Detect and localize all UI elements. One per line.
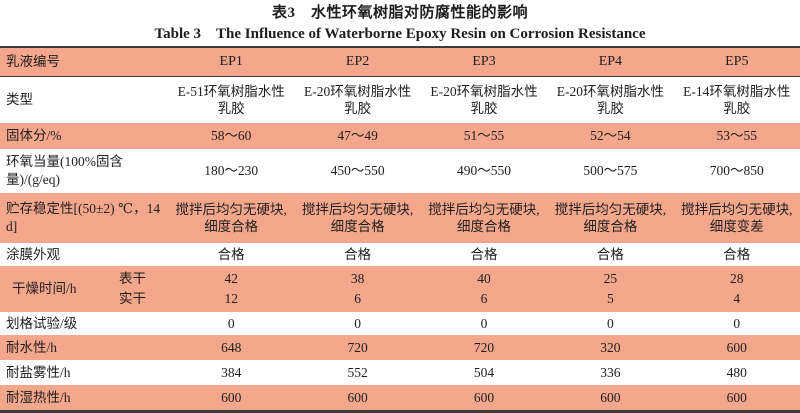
table-cell: 180～230 (204, 163, 259, 179)
table-cell: 合格 (344, 246, 372, 262)
table-row: 耐湿热性/h 600 600 600 600 600 (0, 385, 800, 410)
table-cell: 0 (480, 315, 488, 331)
table-cell-value: 42 (224, 271, 238, 286)
table-cell: 480 (726, 364, 747, 380)
row-label: 涂膜外观 (6, 246, 60, 262)
table-cell: 42 12 (168, 268, 294, 310)
table-cell: 384 (221, 364, 242, 380)
table-cell: E-20环氧树脂水性乳胶 (430, 83, 538, 116)
table-title-zh: 表3 水性环氧树脂对防腐性能的影响 (271, 5, 528, 21)
table-cell: E-14环氧树脂水性乳胶 (683, 83, 791, 116)
table-cell: 600 (221, 389, 242, 405)
table-row: 耐水性/h 648 720 720 320 600 (0, 335, 800, 360)
table-cell: 600 (473, 389, 495, 405)
column-header-ep4: EP4 (598, 54, 623, 70)
table-cell: 336 (600, 364, 621, 380)
table-cell: E-20环氧树脂水性乳胶 (556, 83, 665, 116)
row-label: 环氧当量(100%固含量)/(g/eq) (6, 154, 123, 187)
table-cell: 0 (607, 315, 614, 331)
column-header-ep5: EP5 (725, 54, 749, 70)
table-cell: 合格 (596, 246, 624, 262)
table-title-en: Table 3 The Influence of Waterborne Epox… (154, 26, 646, 42)
row-label: 耐湿热性/h (6, 389, 71, 405)
table-cell: 0 (354, 315, 361, 331)
sub-row-labels: 表干 实干 (119, 269, 146, 309)
table-cell-value: 6 (480, 291, 488, 306)
table-cell: E-51环氧树脂水性乳胶 (177, 83, 285, 116)
table-cell: 合格 (470, 246, 498, 262)
row-label: 类型 (6, 92, 33, 108)
row-label: 耐水性/h (6, 339, 58, 355)
table-row: 环氧当量(100%固含量)/(g/eq) 180～230 450～550 490～55… (0, 149, 800, 193)
table-cell: 500～575 (583, 163, 638, 179)
table-cell: 720 (347, 339, 368, 355)
row-label-text: 干燥时间/h (12, 281, 77, 297)
column-header-ep1: EP1 (219, 54, 243, 70)
table-cell-value: 12 (224, 291, 238, 306)
sub-row-label: 实干 (119, 291, 146, 306)
table-cell: 搅拌后均匀无硬块,细度变差 (681, 201, 793, 234)
row-label: 耐盐雾性/h (6, 364, 71, 380)
table-cell: 600 (600, 389, 621, 405)
table-cell: 25 5 (547, 268, 673, 310)
table-cell: 合格 (723, 246, 751, 262)
corrosion-resistance-table: 乳液编号 EP1 EP2 EP3 EP4 EP5 类型 E-51环氧树脂水性乳胶 E-20环氧树… (0, 46, 800, 413)
sub-row-label: 表干 (119, 271, 146, 286)
table-cell: 58～60 (210, 128, 252, 144)
table-row: 固体分/% 58～60 47～49 51～55 52～54 53～55 (0, 123, 800, 149)
row-label: 干燥时间/h 表干实干 (0, 268, 168, 310)
column-header-ep2: EP2 (345, 54, 370, 70)
column-header-ep3: EP3 (472, 54, 496, 70)
table-titles: 表3 水性环氧树脂对防腐性能的影响 Table 3 The Influence … (0, 0, 800, 45)
table-cell: 40 6 (421, 268, 547, 310)
table-cell: 720 (473, 339, 495, 355)
table-cell: 320 (600, 339, 621, 355)
table-cell: 600 (726, 389, 747, 405)
table-cell: 490～550 (456, 163, 511, 179)
table-header-row: 乳液编号 EP1 EP2 EP3 EP4 EP5 (0, 48, 800, 77)
table-cell: 28 4 (674, 268, 800, 310)
table-row: 干燥时间/h 表干 实干 42 12 38 6 40 6 25 5 28 4 (0, 266, 800, 312)
table-cell: 38 6 (294, 268, 420, 310)
table-cell: 700～850 (709, 163, 764, 179)
table-cell: 600 (726, 339, 747, 355)
table-cell-value: 6 (354, 291, 361, 306)
table-cell: 648 (221, 339, 242, 355)
table-cell: E-20环氧树脂水性乳胶 (303, 83, 412, 116)
table-cell: 53～55 (716, 128, 758, 144)
table-cell: 504 (473, 364, 495, 380)
table-cell: 47～49 (337, 128, 378, 144)
table-cell-value: 4 (733, 291, 741, 306)
table-cell: 0 (733, 315, 741, 331)
table-cell: 搅拌后均匀无硬块,细度合格 (301, 201, 414, 234)
table-cell-value: 28 (730, 271, 744, 286)
table-cell: 搅拌后均匀无硬块,细度合格 (175, 201, 287, 234)
row-label: 固体分/% (6, 128, 62, 144)
row-label: 贮存稳定性[(50±2) ℃，14 d] (6, 201, 161, 234)
table-cell-value: 38 (350, 271, 365, 286)
table-cell-value: 5 (607, 291, 614, 306)
table-row: 贮存稳定性[(50±2) ℃，14 d] 搅拌后均匀无硬块,细度合格 搅拌后均匀无硬… (0, 193, 800, 243)
row-label: 划格试验/级 (6, 315, 78, 331)
table-row: 耐盐雾性/h 384 552 504 336 480 (0, 360, 800, 385)
table-cell: 搅拌后均匀无硬块,细度合格 (554, 201, 667, 234)
table-cell: 合格 (217, 246, 245, 262)
table-row: 类型 E-51环氧树脂水性乳胶 E-20环氧树脂水性乳胶 E-20环氧树脂水性乳胶 E-… (0, 77, 800, 123)
table-cell: 52～54 (590, 128, 631, 144)
table-cell-value: 25 (603, 271, 618, 286)
table-cell: 552 (347, 364, 368, 380)
table-cell-value: 40 (477, 271, 491, 286)
table-cell: 450～550 (330, 163, 385, 179)
header-label-emulsion-id: 乳液编号 (6, 54, 60, 70)
table-cell: 51～55 (463, 128, 505, 144)
table-row: 涂膜外观 合格 合格 合格 合格 合格 (0, 243, 800, 266)
table-cell: 搅拌后均匀无硬块,细度合格 (428, 201, 540, 234)
table-cell: 600 (347, 389, 368, 405)
table-cell: 0 (227, 315, 235, 331)
table-row: 划格试验/级 0 0 0 0 0 (0, 312, 800, 335)
